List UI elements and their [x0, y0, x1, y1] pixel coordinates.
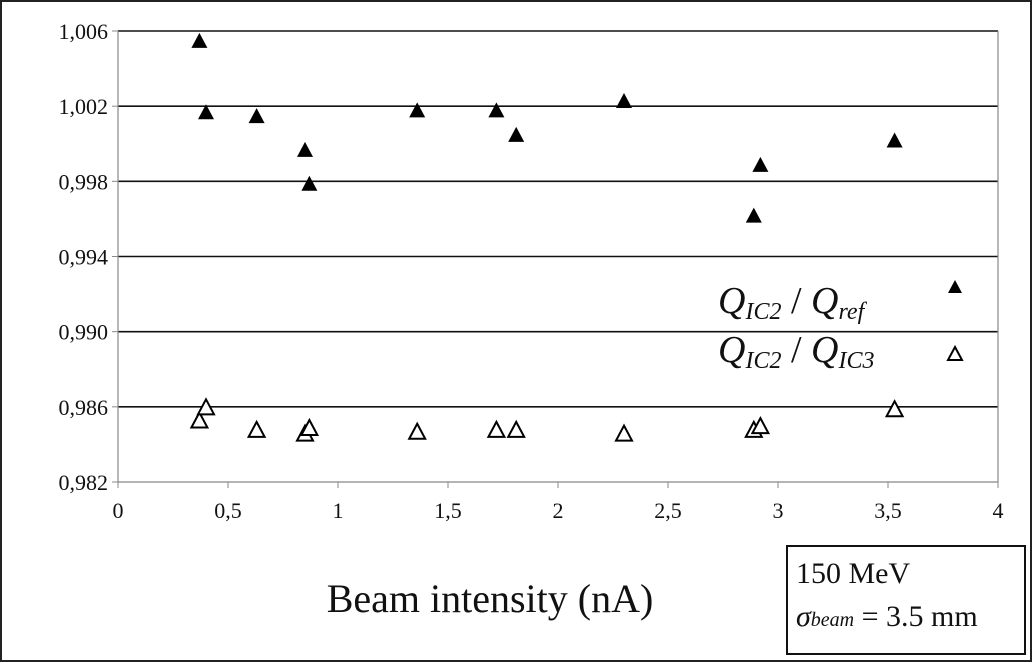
beam-sigma: σbeam = 3.5 mm [796, 600, 978, 633]
data-point-filled-triangle [248, 108, 265, 124]
x-tick-label: 1,5 [434, 498, 462, 523]
data-point-filled-triangle [191, 32, 208, 48]
data-point-filled-triangle [616, 93, 632, 109]
legend: QIC2 / Qref QIC2 / QIC3 [718, 280, 964, 374]
data-point-open-triangle [614, 423, 634, 442]
data-point-filled-triangle [198, 104, 214, 120]
data-points [189, 32, 905, 442]
data-point-open-triangle [506, 419, 526, 438]
y-tick-label: 0,998 [59, 169, 109, 194]
x-tick-label: 0 [113, 498, 124, 523]
x-tick-label: 2,5 [654, 498, 682, 523]
data-point-open-triangle [884, 399, 905, 418]
data-point-filled-triangle [745, 207, 762, 223]
data-point-open-triangle [246, 419, 267, 438]
data-point-filled-triangle [488, 102, 505, 118]
grid-lines [118, 30, 998, 408]
data-point-open-triangle [750, 416, 771, 435]
data-point-filled-triangle [886, 132, 903, 148]
x-tick-label: 3 [773, 498, 784, 523]
y-tick-label: 1,002 [59, 94, 109, 119]
y-tick-label: 0,994 [59, 245, 109, 270]
data-point-open-triangle [196, 397, 216, 416]
data-point-open-triangle [299, 417, 320, 437]
data-point-open-triangle [486, 419, 507, 438]
y-tick-label: 0,986 [59, 395, 109, 420]
data-point-filled-triangle [508, 126, 525, 142]
x-tick-label: 4 [993, 498, 1004, 523]
legend-label-series-2: QIC2 / QIC3 [718, 329, 874, 374]
y-tick-label: 0,990 [59, 320, 109, 345]
x-axis-title: Beam intensity (nA) [327, 576, 654, 621]
data-point-filled-triangle [297, 141, 313, 157]
data-point-filled-triangle [409, 102, 426, 118]
beam-energy: 150 MeV [796, 557, 911, 590]
beam-info-box: 150 MeV σbeam = 3.5 mm [786, 545, 1026, 655]
x-tick-label: 2 [553, 498, 564, 523]
data-point-open-triangle [407, 421, 427, 440]
x-tick-label: 3,5 [874, 498, 902, 523]
legend-marker-filled-triangle [948, 280, 962, 293]
y-tick-label: 1,006 [59, 19, 109, 44]
x-tick-label: 0,5 [214, 498, 242, 523]
x-tick-label: 1 [333, 498, 344, 523]
axes [112, 30, 999, 488]
y-tick-label: 0,982 [59, 470, 109, 495]
data-point-open-triangle [189, 410, 210, 429]
data-point-filled-triangle [752, 156, 769, 172]
legend-marker-open-triangle [946, 344, 964, 361]
legend-label-series-1: QIC2 / Qref [718, 280, 868, 325]
data-point-filled-triangle [301, 175, 318, 191]
tick-labels: 0,982 0,986 0,990 0,994 0,998 1,002 1,006 0 0,5 1… [59, 19, 1004, 523]
